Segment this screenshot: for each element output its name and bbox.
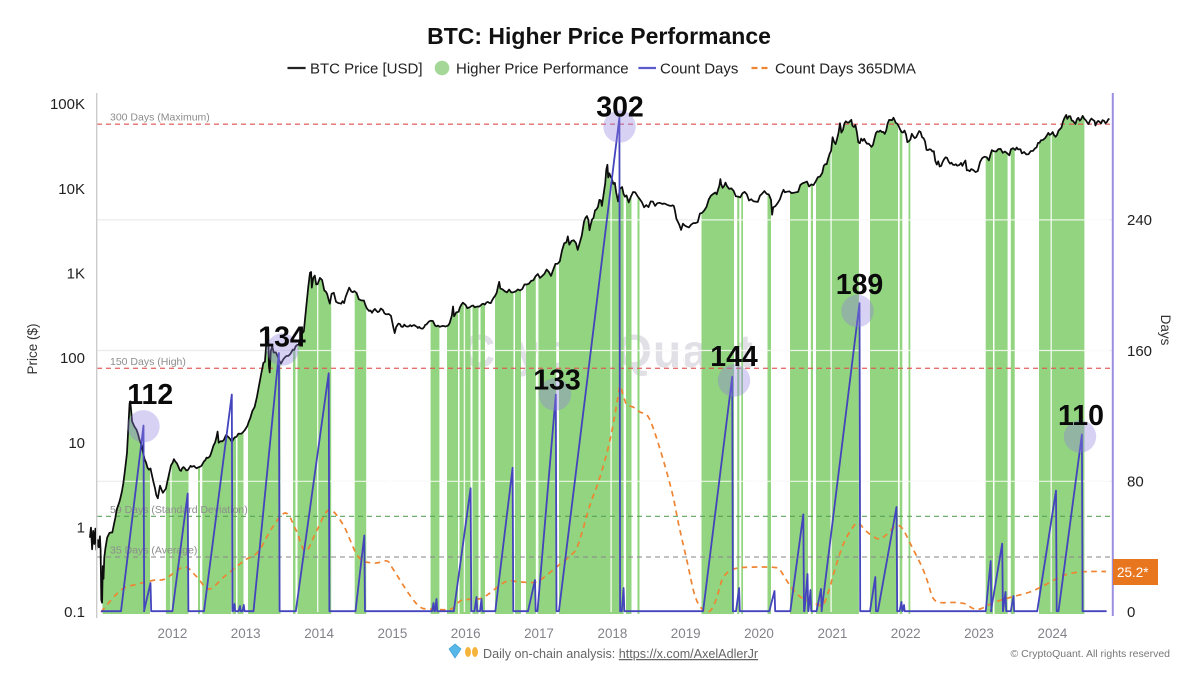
svg-text:0: 0 (1127, 604, 1135, 621)
svg-text:100K: 100K (50, 96, 85, 113)
svg-text:150 Days (High): 150 Days (High) (110, 356, 186, 368)
svg-text:160: 160 (1127, 343, 1152, 360)
svg-text:1: 1 (77, 520, 85, 537)
svg-text:2019: 2019 (671, 626, 701, 641)
svg-text:Higher Price Performance: Higher Price Performance (456, 61, 629, 78)
svg-text:240: 240 (1127, 212, 1152, 229)
svg-text:2015: 2015 (378, 626, 408, 641)
svg-text:100: 100 (60, 350, 85, 367)
svg-text:0.1: 0.1 (64, 604, 85, 621)
svg-text:10K: 10K (58, 181, 85, 198)
svg-text:134: 134 (258, 322, 306, 354)
svg-text:144: 144 (710, 341, 758, 373)
svg-text:112: 112 (127, 379, 173, 411)
svg-text:302: 302 (596, 92, 644, 124)
svg-text:189: 189 (836, 269, 884, 301)
svg-text:BTC: Higher Price Performance: BTC: Higher Price Performance (427, 23, 771, 49)
svg-text:133: 133 (533, 365, 581, 397)
svg-text:2023: 2023 (964, 626, 994, 641)
svg-text:300 Days (Maximum): 300 Days (Maximum) (110, 112, 210, 124)
svg-text:2018: 2018 (598, 626, 628, 641)
svg-text:2016: 2016 (451, 626, 481, 641)
svg-text:2020: 2020 (744, 626, 774, 641)
svg-text:2022: 2022 (891, 626, 921, 641)
svg-text:110: 110 (1058, 400, 1104, 432)
svg-text:10: 10 (68, 435, 85, 452)
svg-text:Count Days 365DMA: Count Days 365DMA (775, 61, 916, 78)
svg-text:2014: 2014 (304, 626, 334, 641)
svg-text:35 Days (Average): 35 Days (Average) (110, 545, 197, 557)
svg-text:2017: 2017 (524, 626, 554, 641)
svg-text:2013: 2013 (231, 626, 261, 641)
svg-text:25.2*: 25.2* (1117, 565, 1149, 580)
svg-text:59 Days (Standard Deviation): 59 Days (Standard Deviation) (110, 504, 248, 516)
svg-text:2021: 2021 (818, 626, 848, 641)
svg-text:1K: 1K (67, 266, 85, 283)
svg-text:Days: Days (1158, 315, 1173, 346)
svg-text:2012: 2012 (158, 626, 188, 641)
svg-text:© CryptoQuant. All rights rese: © CryptoQuant. All rights reserved (1011, 648, 1171, 660)
svg-text:Price ($): Price ($) (25, 323, 40, 374)
svg-text:Daily on-chain analysis: https: Daily on-chain analysis: https://x.com/A… (483, 647, 758, 661)
svg-text:80: 80 (1127, 474, 1144, 491)
svg-text:BTC Price [USD]: BTC Price [USD] (310, 61, 423, 78)
svg-text:Count Days: Count Days (660, 61, 738, 78)
svg-text:2024: 2024 (1038, 626, 1068, 641)
